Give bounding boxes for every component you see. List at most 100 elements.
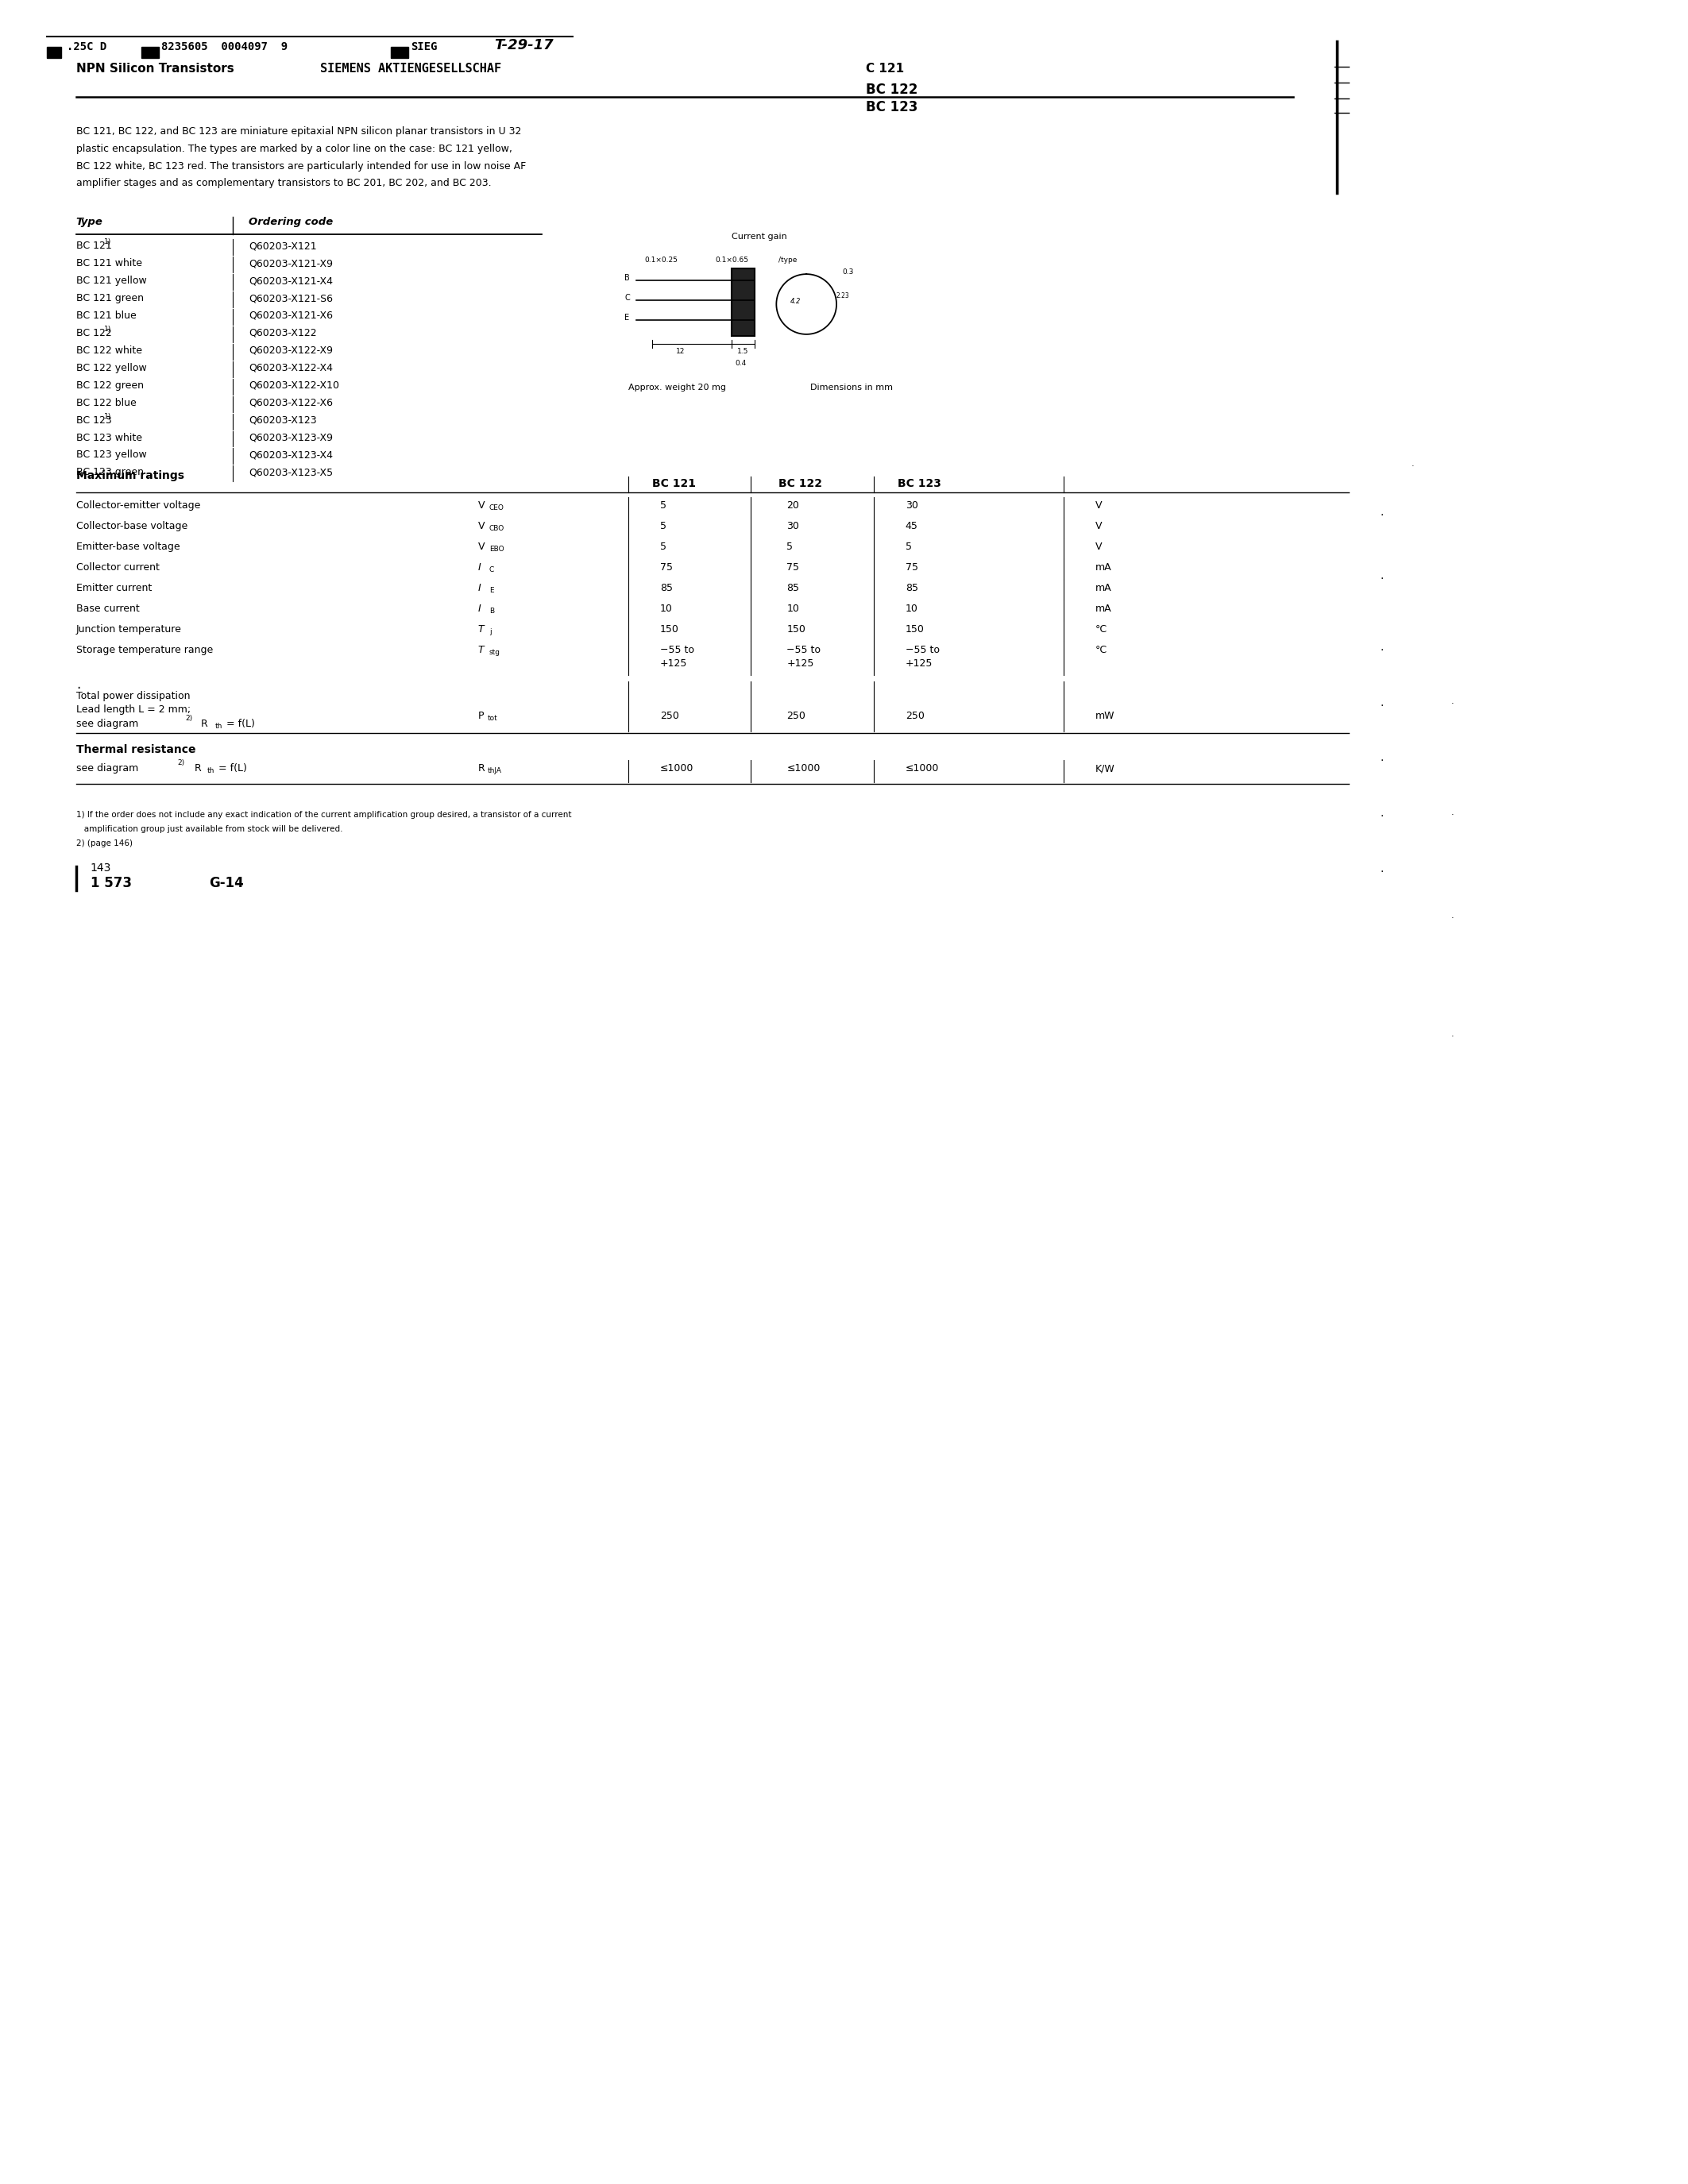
Text: Q60203-X122-X10: Q60203-X122-X10 xyxy=(248,380,339,391)
Text: Q60203-X121-X6: Q60203-X121-X6 xyxy=(248,310,333,321)
Text: mA: mA xyxy=(1096,583,1112,594)
Text: 75: 75 xyxy=(660,561,674,572)
Text: BC 122 yellow: BC 122 yellow xyxy=(76,363,147,373)
Text: BC 122 green: BC 122 green xyxy=(76,380,143,391)
Text: °C: °C xyxy=(1096,625,1107,633)
Text: T: T xyxy=(478,625,484,633)
Text: BC 123: BC 123 xyxy=(76,415,111,426)
Text: 8235605  0004097  9: 8235605 0004097 9 xyxy=(162,41,289,52)
Text: Dimensions in mm: Dimensions in mm xyxy=(810,384,893,391)
Text: −55 to: −55 to xyxy=(787,644,820,655)
Text: 45: 45 xyxy=(905,522,918,531)
Text: C: C xyxy=(625,295,630,301)
Text: 1.5: 1.5 xyxy=(736,347,748,354)
Text: see diagram: see diagram xyxy=(76,719,138,729)
Text: B: B xyxy=(625,275,630,282)
Text: = f(L): = f(L) xyxy=(216,764,246,773)
Text: Ordering code: Ordering code xyxy=(248,216,333,227)
Text: Q60203-X123: Q60203-X123 xyxy=(248,415,317,426)
Text: ·: · xyxy=(1452,701,1453,708)
Text: ·: · xyxy=(1381,511,1384,522)
Text: tot: tot xyxy=(488,714,498,723)
Text: ·: · xyxy=(1381,810,1384,821)
Text: 75: 75 xyxy=(905,561,918,572)
Text: thJA: thJA xyxy=(488,767,501,775)
Text: mA: mA xyxy=(1096,561,1112,572)
Text: ·: · xyxy=(1381,574,1384,585)
Text: Collector current: Collector current xyxy=(76,561,159,572)
Text: K/W: K/W xyxy=(1096,764,1114,773)
Text: 85: 85 xyxy=(905,583,918,594)
Text: P: P xyxy=(478,712,484,721)
Text: = f(L): = f(L) xyxy=(223,719,255,729)
Text: +125: +125 xyxy=(787,657,814,668)
Text: V: V xyxy=(478,522,484,531)
Text: Q60203-X121-X9: Q60203-X121-X9 xyxy=(248,258,333,269)
Text: .25C D: .25C D xyxy=(66,41,106,52)
Text: I: I xyxy=(478,603,481,614)
Text: EBO: EBO xyxy=(490,546,505,553)
Text: E: E xyxy=(490,587,493,594)
Text: BC 121 white: BC 121 white xyxy=(76,258,142,269)
Text: BC 122: BC 122 xyxy=(778,478,822,489)
Text: −55 to: −55 to xyxy=(660,644,694,655)
Text: SIEG: SIEG xyxy=(410,41,437,52)
Text: Q60203-X121-X4: Q60203-X121-X4 xyxy=(248,275,333,286)
Text: Emitter current: Emitter current xyxy=(76,583,152,594)
Text: I: I xyxy=(478,583,481,594)
Text: ·: · xyxy=(1381,644,1384,655)
Text: Q60203-X123-X4: Q60203-X123-X4 xyxy=(248,450,333,461)
Text: 1) If the order does not include any exact indication of the current amplificati: 1) If the order does not include any exa… xyxy=(76,810,571,819)
Text: 5: 5 xyxy=(660,500,667,511)
Text: 250: 250 xyxy=(905,712,925,721)
Text: 5: 5 xyxy=(660,522,667,531)
Text: 30: 30 xyxy=(787,522,798,531)
Bar xyxy=(47,46,61,59)
Text: G-14: G-14 xyxy=(209,876,243,891)
Text: Lead length L = 2 mm;: Lead length L = 2 mm; xyxy=(76,705,191,714)
Text: 75: 75 xyxy=(787,561,800,572)
Text: Thermal resistance: Thermal resistance xyxy=(76,745,196,756)
Text: BC 121, BC 122, and BC 123 are miniature epitaxial NPN silicon planar transistor: BC 121, BC 122, and BC 123 are miniature… xyxy=(76,127,522,135)
Text: ·: · xyxy=(1452,810,1453,819)
Text: Q60203-X122: Q60203-X122 xyxy=(248,328,317,339)
Bar xyxy=(731,269,755,336)
Text: 0.4: 0.4 xyxy=(736,360,746,367)
Text: BC 123 green: BC 123 green xyxy=(76,467,143,478)
Text: BC 122: BC 122 xyxy=(866,83,918,96)
Text: BC 121 yellow: BC 121 yellow xyxy=(76,275,147,286)
Text: Total power dissipation: Total power dissipation xyxy=(76,690,191,701)
Text: T: T xyxy=(478,644,484,655)
Text: amplification group just available from stock will be delivered.: amplification group just available from … xyxy=(76,826,343,832)
Text: 150: 150 xyxy=(660,625,679,633)
Text: Base current: Base current xyxy=(76,603,140,614)
Text: ·: · xyxy=(1452,1033,1453,1040)
Text: Q60203-X123-X9: Q60203-X123-X9 xyxy=(248,432,333,443)
Text: BC 122 blue: BC 122 blue xyxy=(76,397,137,408)
Text: 20: 20 xyxy=(787,500,798,511)
Text: 12: 12 xyxy=(675,347,685,354)
Text: ·: · xyxy=(1381,867,1384,878)
Text: +125: +125 xyxy=(905,657,933,668)
Text: plastic encapsulation. The types are marked by a color line on the case: BC 121 : plastic encapsulation. The types are mar… xyxy=(76,144,511,153)
Text: ≤1000: ≤1000 xyxy=(787,764,820,773)
Text: ·: · xyxy=(1452,913,1453,922)
Text: 250: 250 xyxy=(787,712,805,721)
Text: 4.2: 4.2 xyxy=(790,297,802,306)
Text: 0.1×0.65: 0.1×0.65 xyxy=(716,258,749,264)
Text: 2): 2) xyxy=(186,714,192,723)
Text: Q60203-X122-X6: Q60203-X122-X6 xyxy=(248,397,333,408)
Text: Collector-base voltage: Collector-base voltage xyxy=(76,522,187,531)
Text: V: V xyxy=(478,542,484,553)
Text: 0.3: 0.3 xyxy=(842,269,854,275)
Text: B: B xyxy=(490,607,495,614)
Text: 2): 2) xyxy=(177,760,184,767)
Text: 30: 30 xyxy=(905,500,918,511)
Text: Junction temperature: Junction temperature xyxy=(76,625,182,633)
Text: 85: 85 xyxy=(660,583,674,594)
Text: Q60203-X123-X5: Q60203-X123-X5 xyxy=(248,467,333,478)
Text: E: E xyxy=(625,314,630,321)
Text: BC 122: BC 122 xyxy=(76,328,111,339)
Text: °C: °C xyxy=(1096,644,1107,655)
Text: Q60203-X121: Q60203-X121 xyxy=(248,240,317,251)
